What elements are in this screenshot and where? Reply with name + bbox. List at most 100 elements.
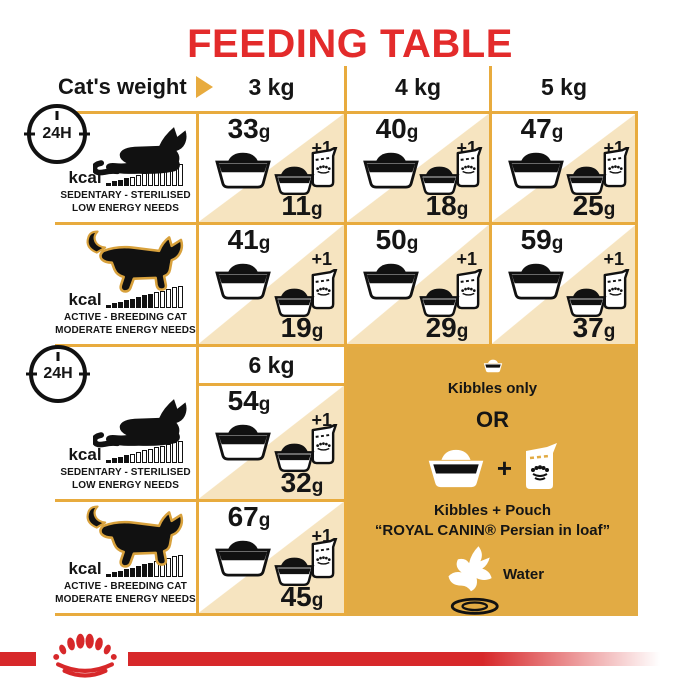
kcal-bars bbox=[105, 285, 183, 308]
table-border bbox=[489, 66, 492, 114]
royal-canin-crown-logo bbox=[44, 630, 126, 682]
kibbles-with-pouch-amount: 25g bbox=[572, 190, 616, 222]
kcal-label: kcal bbox=[68, 290, 102, 309]
bowl-and-pouch-icon bbox=[274, 424, 338, 473]
bowl-and-pouch-icon bbox=[274, 269, 338, 318]
kibbles-amount: 59g bbox=[520, 224, 564, 255]
column-header-3kg: 3 kg bbox=[248, 74, 295, 100]
serving-options-panel: Kibbles only OR + Kibbles + Pouch “ROYAL… bbox=[347, 347, 638, 616]
table-border bbox=[344, 66, 347, 114]
kcal-bars bbox=[105, 440, 183, 463]
plus-one-pouch-label: +1 bbox=[456, 249, 477, 269]
or-label: OR bbox=[476, 407, 509, 432]
kcal-label: kcal bbox=[68, 559, 102, 578]
kcal-bars bbox=[105, 554, 183, 577]
table-border bbox=[635, 111, 638, 347]
kcal-label: kcal bbox=[68, 445, 102, 464]
bowl-and-pouch-icon bbox=[274, 147, 338, 196]
row-label-text: SEDENTARY - STERILISED LOW ENERGY NEEDS bbox=[60, 190, 191, 214]
cat-walking-icon bbox=[81, 504, 195, 568]
kibbles-with-pouch-amount: 32g bbox=[280, 467, 324, 499]
row-label-text: ACTIVE - BREEDING CAT MODERATE ENERGY NE… bbox=[55, 312, 196, 336]
row-label-sedentary: kcal SEDENTARY - STERILISED LOW ENERGY N… bbox=[55, 114, 196, 222]
feeding-cell-sedentary-3kg: 33g +1 11g bbox=[199, 113, 344, 222]
table-border bbox=[197, 383, 347, 386]
kibble-bowl-white-icon bbox=[426, 448, 486, 488]
bowl-and-pouch-icon bbox=[274, 538, 338, 587]
kibbles-with-pouch-amount: 29g bbox=[425, 312, 469, 344]
table-border bbox=[344, 111, 347, 347]
footer-bar bbox=[0, 652, 36, 666]
kibbles-with-pouch-amount: 18g bbox=[425, 190, 469, 222]
clock-tick bbox=[79, 372, 90, 376]
kibble-bowl-icon bbox=[508, 261, 564, 300]
kibbles-amount: 33g bbox=[227, 113, 271, 144]
feeding-cell-active-5kg: 59g +1 37g bbox=[492, 224, 636, 344]
water-label: Water bbox=[502, 566, 545, 583]
clock-tick bbox=[55, 111, 59, 120]
row-label-active: kcal ACTIVE - BREEDING CAT MODERATE ENER… bbox=[55, 502, 196, 613]
row-label-sedentary: kcal SEDENTARY - STERILISED LOW ENERGY N… bbox=[55, 386, 196, 499]
cat-lying-icon bbox=[93, 396, 201, 448]
kibble-bowl-icon bbox=[215, 422, 271, 461]
table-border bbox=[55, 499, 347, 502]
bowl-and-pouch-icon bbox=[419, 147, 483, 196]
plus-one-pouch-label: +1 bbox=[603, 249, 624, 269]
kibbles-plus-pouch-icons: + bbox=[426, 443, 559, 493]
water-splash-icon bbox=[441, 544, 501, 616]
kcal-label: kcal bbox=[68, 168, 102, 187]
feeding-cell-sedentary-5kg: 47g +1 25g bbox=[492, 113, 636, 222]
kibbles-pouch-label: Kibbles + Pouch bbox=[433, 502, 552, 519]
kibbles-only-label: Kibbles only bbox=[447, 379, 538, 397]
kibbles-amount: 54g bbox=[227, 385, 271, 416]
bowl-and-pouch-icon bbox=[566, 147, 630, 196]
kibble-bowl-icon bbox=[363, 150, 419, 189]
kibbles-amount: 47g bbox=[520, 113, 564, 144]
bowl-and-pouch-icon bbox=[566, 269, 630, 318]
cat-walking-icon bbox=[81, 229, 195, 293]
product-name: “ROYAL CANIN® Persian in loaf” bbox=[374, 521, 611, 539]
kibbles-amount: 40g bbox=[375, 113, 419, 144]
kibble-bowl-icon bbox=[215, 261, 271, 300]
kibble-bowl-icon bbox=[508, 150, 564, 189]
clock-tick bbox=[24, 132, 35, 136]
kibbles-amount: 50g bbox=[375, 224, 419, 255]
kibble-bowl-icon bbox=[215, 538, 271, 577]
row-label-active: kcal ACTIVE - BREEDING CAT MODERATE ENER… bbox=[55, 225, 196, 344]
clock-label: 24H bbox=[42, 125, 72, 142]
row-label-text: ACTIVE - BREEDING CAT MODERATE ENERGY NE… bbox=[55, 581, 196, 605]
pouch-icon bbox=[523, 443, 559, 493]
cats-weight-header: Cat's weight bbox=[58, 72, 213, 102]
column-header-4kg: 4 kg bbox=[394, 74, 442, 100]
kibbles-with-pouch-amount: 37g bbox=[572, 312, 616, 344]
bowl-and-pouch-icon bbox=[419, 269, 483, 318]
column-header-6kg: 6 kg bbox=[248, 352, 295, 378]
feeding-cell-active-4kg: 50g +1 29g bbox=[347, 224, 489, 344]
table-border bbox=[55, 613, 347, 616]
feeding-cell-sedentary-4kg: 40g +1 18g bbox=[347, 113, 489, 222]
cat-lying-icon bbox=[93, 124, 201, 176]
kcal-meter: kcal bbox=[68, 285, 183, 309]
kibble-bowl-icon bbox=[215, 150, 271, 189]
kibble-bowl-white-icon bbox=[460, 359, 526, 373]
feeding-cell-active-3kg: 41g +1 19g bbox=[199, 224, 344, 344]
plus-one-pouch-label: +1 bbox=[311, 410, 332, 430]
clock-tick bbox=[79, 132, 90, 136]
kibbles-with-pouch-amount: 19g bbox=[280, 312, 324, 344]
kibbles-with-pouch-amount: 45g bbox=[280, 581, 324, 613]
24h-clock-icon: 24H bbox=[26, 345, 90, 403]
kcal-meter: kcal bbox=[68, 554, 183, 578]
kibble-bowl-icon bbox=[363, 261, 419, 300]
plus-sign: + bbox=[496, 452, 513, 483]
table-border bbox=[196, 111, 199, 347]
feeding-cell-sedentary-6kg: 54g +1 32g bbox=[199, 385, 344, 499]
table-border bbox=[489, 111, 492, 347]
clock-tick bbox=[56, 352, 60, 361]
plus-one-pouch-label: +1 bbox=[311, 249, 332, 269]
cats-weight-label: Cat's weight bbox=[58, 74, 187, 99]
footer-bar bbox=[128, 652, 700, 666]
kibbles-amount: 41g bbox=[227, 224, 271, 255]
kcal-meter: kcal bbox=[68, 440, 183, 464]
kibbles-with-pouch-amount: 11g bbox=[281, 190, 323, 222]
